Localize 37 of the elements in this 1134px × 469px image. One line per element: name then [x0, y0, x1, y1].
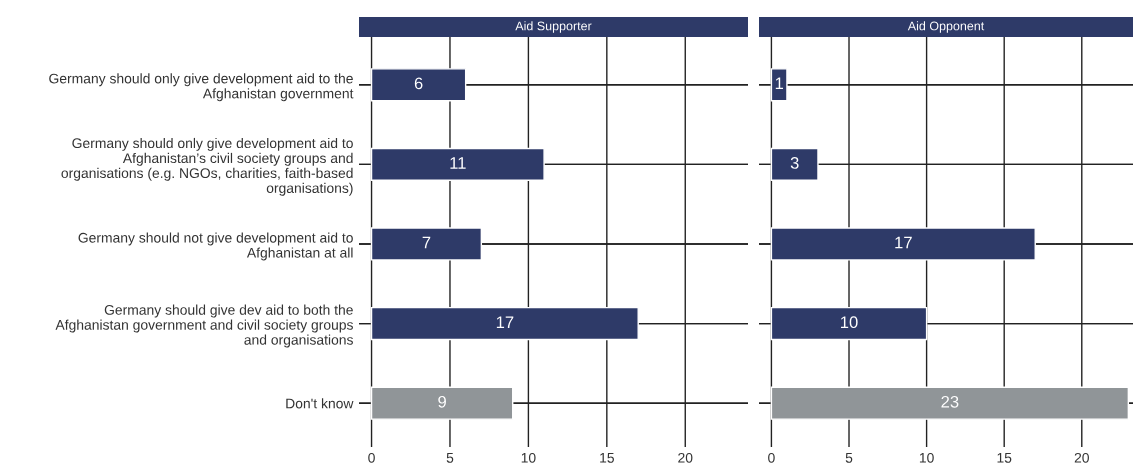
x-tick-label: 0	[768, 452, 775, 463]
x-tick-label: 15	[997, 453, 1012, 463]
bar	[370, 227, 483, 261]
chart-title: Aid Supporter	[515, 21, 592, 33]
bar	[370, 386, 514, 420]
bar	[770, 227, 1036, 261]
bar	[770, 306, 928, 341]
bar	[370, 147, 545, 181]
data-label: 1	[775, 77, 783, 90]
y-tick-label: Don't know	[286, 398, 354, 409]
data-label: 10	[841, 316, 858, 329]
data-label: 3	[790, 157, 799, 169]
y-tick-label: Germany should give dev aid to both the Afghanistan government and civil society groups and organisations	[55, 304, 353, 348]
x-tick-label: 10	[919, 452, 934, 463]
x-tick-label: 0	[368, 452, 375, 463]
bar	[770, 68, 788, 102]
bar	[770, 147, 819, 181]
data-label: 17	[895, 236, 912, 249]
data-label: 7	[422, 236, 431, 249]
chart-title: Aid Opponent	[907, 21, 985, 33]
x-tick-label: 10	[521, 452, 536, 463]
data-label: 6	[414, 77, 423, 90]
data-label: 17	[496, 316, 514, 328]
x-tick-label: 20	[678, 452, 693, 463]
x-tick-label: 20	[1074, 452, 1089, 463]
x-tick-label: 15	[600, 453, 614, 463]
bar	[770, 386, 1130, 420]
data-label: 23	[941, 395, 959, 408]
bar	[370, 68, 467, 102]
bar	[370, 306, 639, 341]
y-tick-label: Germany should not give development aid to Afghanistan at all	[78, 232, 353, 261]
data-label: 11	[450, 157, 466, 169]
y-tick-label: Germany should only give development aid to the Afghanistan government	[49, 73, 354, 102]
data-label: 9	[438, 395, 446, 408]
x-tick-label: 5	[845, 453, 853, 463]
y-tick-label: Germany should only give development aid to Afghanistan’s civil society groups and organisations (e.g. NGOs, charities, faith-based organisations)	[61, 137, 353, 196]
x-tick-label: 5	[446, 453, 454, 463]
